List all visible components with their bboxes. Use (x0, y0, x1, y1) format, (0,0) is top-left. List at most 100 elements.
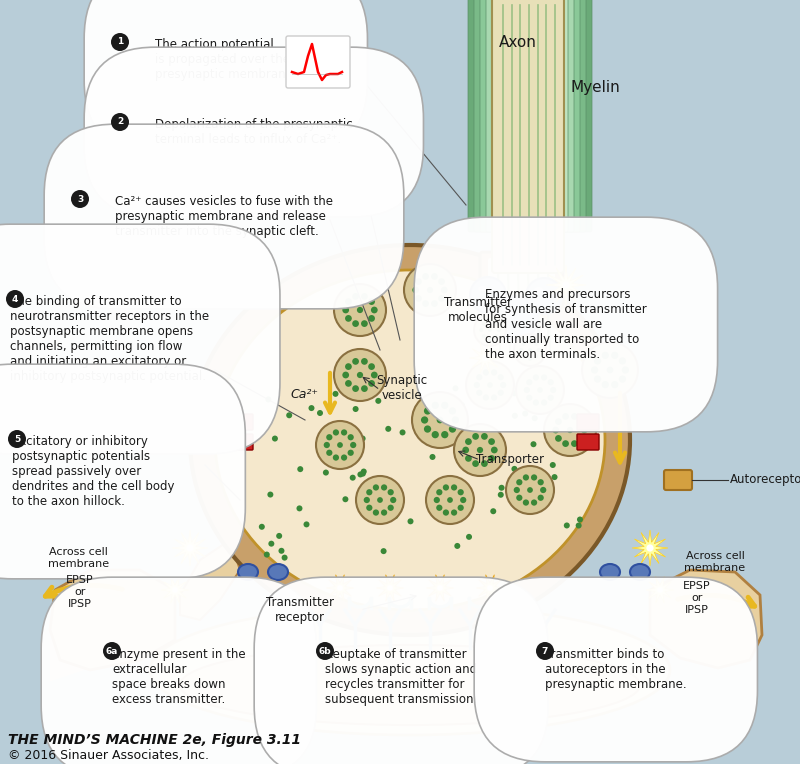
Circle shape (511, 466, 518, 472)
Circle shape (538, 494, 544, 501)
FancyBboxPatch shape (486, 0, 574, 232)
Circle shape (522, 354, 526, 358)
Polygon shape (426, 575, 454, 601)
Text: 3: 3 (77, 195, 83, 203)
Circle shape (6, 290, 24, 308)
Circle shape (498, 485, 505, 490)
Circle shape (537, 387, 543, 393)
Circle shape (552, 426, 559, 433)
Circle shape (352, 293, 359, 299)
Circle shape (458, 505, 464, 511)
Circle shape (578, 418, 585, 425)
Circle shape (334, 284, 386, 336)
Text: 4: 4 (12, 294, 18, 303)
Circle shape (455, 504, 462, 510)
Polygon shape (546, 265, 586, 305)
FancyBboxPatch shape (577, 434, 599, 450)
Circle shape (438, 410, 443, 416)
Circle shape (577, 516, 583, 523)
Text: Across cell
membrane: Across cell membrane (48, 547, 109, 569)
Circle shape (449, 407, 456, 415)
Circle shape (337, 442, 343, 448)
Circle shape (404, 264, 456, 316)
Circle shape (368, 363, 375, 370)
Text: Enzymes and precursors
for synthesis of transmitter
and vesicle wall are
continu: Enzymes and precursors for synthesis of … (485, 288, 646, 361)
Circle shape (347, 434, 354, 440)
Circle shape (438, 295, 445, 302)
Circle shape (602, 381, 609, 388)
Circle shape (451, 510, 457, 516)
Circle shape (387, 585, 393, 591)
Circle shape (333, 455, 339, 461)
Circle shape (491, 369, 497, 376)
Circle shape (371, 371, 378, 378)
Ellipse shape (180, 645, 640, 725)
Circle shape (487, 585, 493, 591)
Circle shape (352, 320, 359, 327)
Circle shape (534, 354, 538, 358)
FancyBboxPatch shape (497, 0, 563, 232)
Text: Synaptic
vesicle: Synaptic vesicle (377, 374, 427, 402)
Circle shape (430, 454, 435, 460)
Circle shape (424, 407, 431, 415)
Circle shape (657, 587, 663, 593)
Circle shape (431, 273, 438, 280)
PathPatch shape (50, 570, 175, 670)
Circle shape (547, 379, 554, 385)
Circle shape (534, 342, 538, 346)
Text: Excitatory or inhibitory
postsynaptic potentials
spread passively over
dendrites: Excitatory or inhibitory postsynaptic po… (12, 435, 174, 508)
Circle shape (582, 342, 638, 398)
Ellipse shape (238, 564, 258, 580)
Circle shape (494, 334, 498, 338)
Circle shape (356, 476, 404, 524)
FancyBboxPatch shape (286, 36, 350, 88)
Circle shape (533, 374, 539, 380)
Text: Ca²⁺ causes vesicles to fuse with the
presynaptic membrane and release
transmitt: Ca²⁺ causes vesicles to fuse with the pr… (115, 195, 333, 238)
Text: EPSP
or
IPSP: EPSP or IPSP (683, 581, 711, 614)
Circle shape (462, 447, 469, 453)
Circle shape (323, 470, 329, 475)
Circle shape (453, 385, 458, 391)
Circle shape (619, 375, 626, 383)
Circle shape (562, 413, 569, 419)
Circle shape (424, 426, 431, 432)
Text: Transmitter
receptor: Transmitter receptor (266, 596, 334, 624)
Circle shape (443, 484, 449, 490)
Ellipse shape (215, 270, 605, 610)
Circle shape (366, 489, 373, 495)
Circle shape (387, 505, 394, 511)
Circle shape (512, 413, 518, 419)
Circle shape (519, 348, 523, 352)
Circle shape (341, 429, 347, 435)
Circle shape (454, 543, 460, 549)
Circle shape (352, 385, 359, 392)
Circle shape (611, 351, 618, 359)
Ellipse shape (630, 564, 650, 580)
Circle shape (368, 380, 375, 387)
Circle shape (483, 394, 489, 400)
Circle shape (432, 402, 439, 409)
Circle shape (490, 508, 496, 514)
Circle shape (345, 315, 352, 322)
Circle shape (393, 513, 398, 519)
Ellipse shape (150, 605, 670, 735)
Circle shape (494, 296, 538, 340)
Circle shape (333, 391, 338, 397)
Circle shape (491, 394, 497, 400)
Circle shape (481, 460, 488, 467)
Circle shape (345, 380, 352, 387)
Circle shape (538, 479, 544, 485)
Circle shape (347, 450, 354, 456)
Circle shape (437, 585, 443, 591)
Circle shape (111, 33, 129, 51)
Circle shape (324, 442, 330, 448)
Circle shape (466, 361, 514, 409)
PathPatch shape (180, 540, 240, 620)
Circle shape (646, 545, 654, 552)
Ellipse shape (190, 245, 630, 635)
Circle shape (350, 442, 356, 448)
FancyBboxPatch shape (468, 0, 592, 232)
Circle shape (557, 422, 562, 428)
Circle shape (345, 298, 352, 305)
Circle shape (297, 505, 302, 511)
